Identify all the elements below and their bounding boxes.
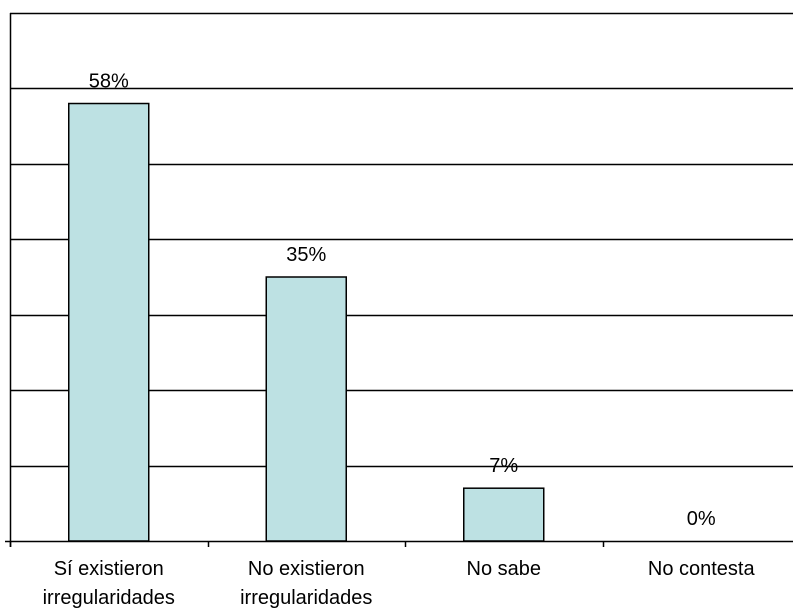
category-label-line: Sí existieron [53, 558, 164, 580]
category-label: No existieron irregularidades [208, 555, 404, 613]
data-labels: 58% 35% 7% 0% [89, 71, 716, 530]
category-label-line: No sabe [466, 558, 542, 580]
category-label: Sí existieron irregularidades [11, 555, 207, 613]
category-label: No contesta [603, 555, 793, 584]
bar [463, 487, 545, 542]
bar [265, 276, 347, 542]
data-label: 7% [489, 455, 518, 477]
data-label: 0% [687, 508, 716, 530]
data-label: 58% [89, 71, 129, 93]
category-label-line: irregularidades [240, 587, 373, 609]
bars [68, 102, 545, 542]
category-label-line: irregularidades [42, 587, 175, 609]
category-label-line: No existieron [247, 558, 365, 580]
category-label: No sabe [406, 555, 602, 584]
data-label: 35% [286, 244, 326, 266]
bar [68, 102, 150, 542]
category-label-line: No contesta [647, 558, 755, 580]
